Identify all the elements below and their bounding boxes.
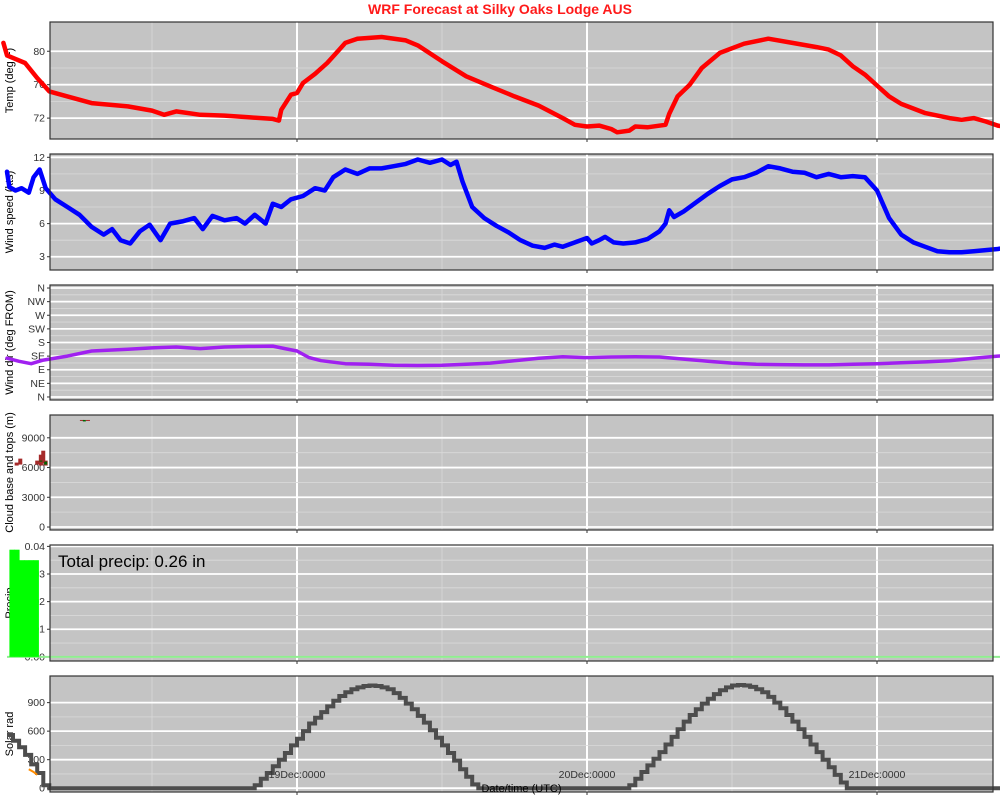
panel-0-background — [50, 22, 993, 139]
y-axis-label: Wind dir (deg FROM) — [4, 290, 16, 395]
y-tick-label: 600 — [27, 726, 45, 738]
wind-speed-series — [4, 157, 1000, 255]
x-tick-label: 20Dec:0000 — [559, 769, 616, 781]
panel-0-border — [49, 21, 994, 140]
solar-radiation-secondary-series — [28, 768, 38, 776]
panel-1-border — [49, 153, 994, 271]
y-tick-label: 3000 — [22, 492, 46, 504]
precip-bar — [33, 560, 39, 657]
y-axis-label: Temp (deg F) — [4, 48, 16, 113]
panel-4-border — [49, 544, 994, 662]
y-tick-label: 9000 — [22, 432, 46, 444]
x-tick-label: 19Dec:0000 — [269, 769, 326, 781]
x-axis-label: Date/time (UTC) — [481, 783, 561, 795]
y-tick-label: 6 — [39, 218, 45, 230]
y-tick-label: 9 — [39, 185, 45, 197]
y-tick-label: NE — [30, 378, 45, 390]
y-tick-label: E — [38, 364, 45, 376]
y-tick-label: N — [37, 391, 45, 403]
panel-1-background — [50, 154, 993, 270]
temperature-series — [1, 34, 1000, 135]
precip-bar — [28, 560, 35, 657]
panel-4-background — [50, 545, 993, 661]
y-tick-label: 0 — [39, 783, 45, 795]
y-tick-label: 3 — [39, 251, 45, 263]
y-tick-label: 76 — [33, 79, 45, 91]
y-tick-label: 12 — [33, 152, 45, 164]
y-tick-label: 0.04 — [25, 541, 46, 553]
precip-bar — [19, 560, 25, 657]
panel-3-background — [50, 415, 993, 530]
y-tick-label: 80 — [33, 46, 45, 58]
solar-radiation-series — [7, 683, 1000, 791]
total-precip-annotation: Total precip: 0.26 in — [58, 552, 205, 571]
y-tick-label: 900 — [27, 697, 45, 709]
y-tick-label: SW — [28, 323, 45, 335]
x-tick-label: 21Dec:0000 — [849, 769, 906, 781]
precip-bar — [9, 549, 15, 657]
wind-direction-series — [5, 344, 1000, 368]
y-tick-label: NW — [28, 296, 46, 308]
precip-bar — [23, 560, 30, 657]
panel-3-border — [49, 414, 994, 531]
panel-2-border — [49, 284, 994, 401]
y-tick-label: W — [35, 310, 45, 322]
y-tick-label: S — [38, 337, 45, 349]
y-tick-label: 0 — [39, 522, 45, 534]
y-tick-label: 72 — [33, 113, 45, 125]
y-axis-label: Cloud base and tops (m) — [4, 412, 16, 532]
chart-title: WRF Forecast at Silky Oaks Lodge AUS — [368, 1, 632, 17]
precip-bar — [14, 549, 20, 657]
y-tick-label: N — [37, 283, 45, 295]
panel-5-border — [49, 675, 994, 793]
